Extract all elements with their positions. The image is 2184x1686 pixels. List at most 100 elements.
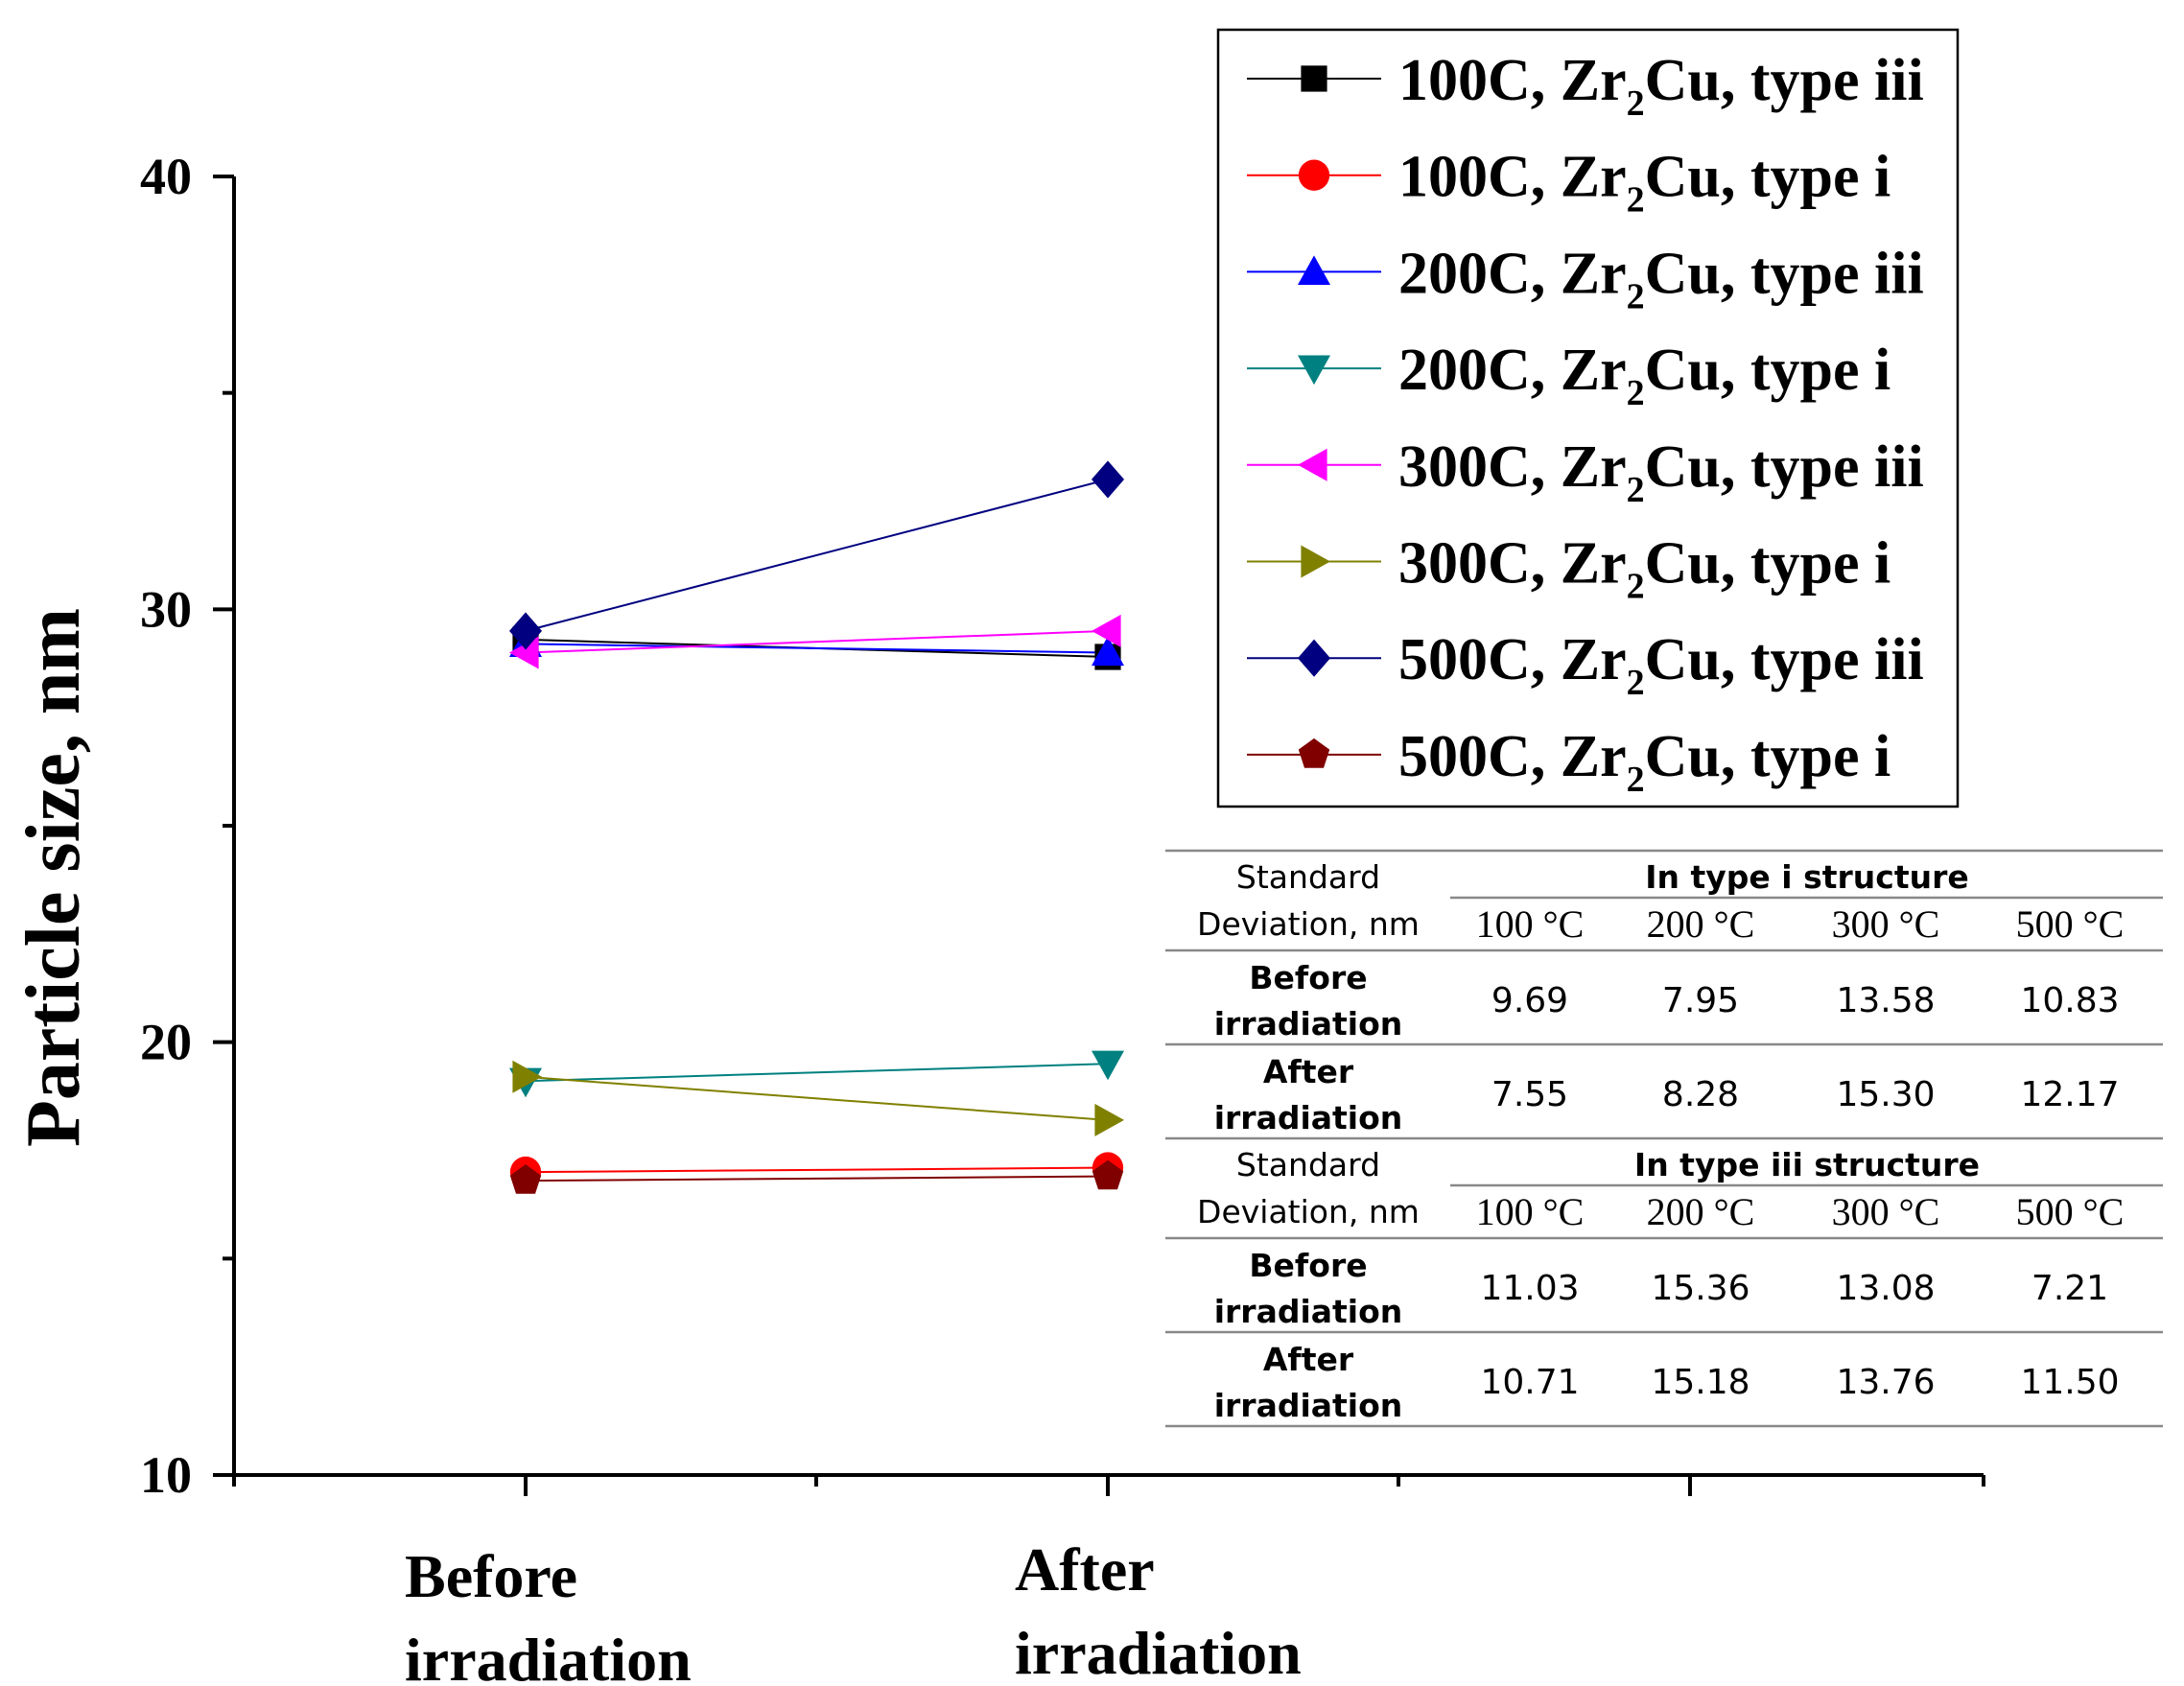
legend-label: 300C, Zr2Cu, type i [1398, 531, 1890, 607]
legend-marker [1298, 448, 1327, 481]
legend-label-part: 100C, Zr [1398, 48, 1627, 113]
table-row-label: irradiation [1214, 1005, 1403, 1042]
legend-label: 500C, Zr2Cu, type i [1398, 724, 1890, 800]
series-line-5 [525, 1075, 1109, 1121]
table-cell: 12.17 [2020, 1075, 2119, 1114]
legend-label-part: Cu, type iii [1645, 48, 1924, 113]
legend-item: 300C, Zr2Cu, type i [1247, 531, 1890, 607]
table-temp-header: 200 °C [1647, 902, 1755, 946]
legend-item: 100C, Zr2Cu, type iii [1247, 48, 1924, 124]
legend-label-subscript: 2 [1627, 567, 1645, 607]
series-line-3 [525, 1063, 1109, 1083]
table-row-label: irradiation [1214, 1293, 1403, 1330]
x-category-label: irradiation [1015, 1619, 1302, 1686]
legend-item: 500C, Zr2Cu, type i [1247, 724, 1890, 800]
legend-label-part: 100C, Zr [1398, 145, 1627, 210]
table-temp-header: 300 °C [1832, 1190, 1940, 1233]
x-category-label: irradiation [405, 1626, 692, 1686]
data-point-s6-p0 [509, 612, 542, 650]
table-row-label: Before [1249, 1247, 1367, 1284]
legend-item: 300C, Zr2Cu, type iii [1247, 434, 1924, 510]
table-cell: 11.50 [2020, 1363, 2119, 1402]
y-tick-label: 20 [140, 1014, 192, 1071]
table-temp-header: 100 °C [1476, 1190, 1585, 1233]
table-cell: 15.30 [1836, 1075, 1935, 1114]
legend-label-subscript: 2 [1627, 470, 1645, 510]
y-tick-label: 30 [140, 580, 192, 638]
legend-label: 200C, Zr2Cu, type i [1398, 338, 1890, 413]
legend-marker [1298, 355, 1330, 386]
table-cell: 13.08 [1836, 1269, 1935, 1308]
legend-label: 500C, Zr2Cu, type iii [1398, 627, 1924, 703]
series-line-1 [525, 1166, 1109, 1174]
table-cell: 8.28 [1662, 1075, 1739, 1114]
table-row-label: After [1263, 1341, 1354, 1378]
table-cell: 7.55 [1491, 1075, 1568, 1114]
legend-label: 100C, Zr2Cu, type iii [1398, 48, 1924, 124]
legend-label-subscript: 2 [1627, 83, 1645, 124]
table-temp-header: 500 °C [2016, 902, 2125, 946]
table-header-label: Standard [1236, 858, 1380, 896]
legend-marker [1298, 639, 1330, 677]
legend-label: 200C, Zr2Cu, type iii [1398, 241, 1924, 316]
table-cell: 15.18 [1651, 1363, 1750, 1402]
series-line-7 [525, 1175, 1109, 1183]
data-point-s4-p0 [509, 636, 539, 669]
table-section: Standard Deviation, nm In type iii structu… [1165, 1146, 2163, 1428]
legend-item: 100C, Zr2Cu, type i [1247, 145, 1890, 221]
std-deviation-table: Standard Deviation, nm In type i structure… [1165, 849, 2163, 1428]
axes: 10 20 30 40 Before irradiation After irradiatio… [12, 148, 1985, 1686]
table-cell: 9.69 [1491, 981, 1568, 1020]
legend-label-part: 500C, Zr [1398, 724, 1627, 789]
table-section-title: In type iii structure [1634, 1146, 1980, 1183]
series-line-4 [525, 629, 1109, 654]
legend-marker [1298, 255, 1330, 285]
legend-box [1216, 28, 1960, 808]
table-row: After irradiation 7.55 8.28 15.30 12.17 [1165, 1053, 2163, 1140]
table-row-label: irradiation [1214, 1099, 1403, 1136]
table-header-label: Standard [1236, 1146, 1380, 1183]
legend-marker [1298, 159, 1330, 191]
table-cell: 10.71 [1480, 1363, 1579, 1402]
table-row: After irradiation 10.71 15.18 13.76 11.50 [1165, 1341, 2163, 1428]
table-header-label: Deviation, nm [1197, 905, 1420, 943]
legend-label-part: Cu, type iii [1645, 241, 1924, 306]
data-point-s4-p1 [1092, 614, 1121, 647]
y-tick-label: 10 [140, 1446, 192, 1504]
series-lines [525, 478, 1109, 1183]
table-row-label: After [1263, 1053, 1354, 1090]
legend-marker [1301, 65, 1327, 92]
legend-item: 500C, Zr2Cu, type iii [1247, 627, 1924, 703]
legend-marker [1301, 545, 1330, 578]
table-row-label: irradiation [1214, 1387, 1403, 1424]
table-section-title: In type i structure [1645, 858, 1969, 896]
data-point-s7-p1 [1092, 1159, 1124, 1190]
table-temp-header: 500 °C [2016, 1190, 2125, 1233]
legend-label-subscript: 2 [1627, 373, 1645, 413]
table-cell: 15.36 [1651, 1269, 1750, 1308]
series-line-6 [525, 478, 1109, 632]
legend-label-subscript: 2 [1627, 760, 1645, 800]
legend-label-part: 200C, Zr [1398, 338, 1627, 403]
table-row-label: Before [1249, 959, 1367, 996]
table-temp-header: 300 °C [1832, 902, 1940, 946]
series-line-2 [525, 643, 1109, 654]
legend-label-subscript: 2 [1627, 663, 1645, 703]
data-point-s5-p0 [512, 1060, 542, 1093]
legend-label-part: 300C, Zr [1398, 531, 1627, 597]
legend-label-part: Cu, type i [1645, 724, 1891, 789]
legend-label-part: 200C, Zr [1398, 241, 1627, 306]
table-row: Before irradiation 9.69 7.95 13.58 10.83 [1165, 959, 2163, 1046]
table-header-label: Deviation, nm [1197, 1193, 1420, 1230]
legend-item: 200C, Zr2Cu, type i [1247, 338, 1890, 413]
y-axis-title: Particle size, nm [12, 608, 96, 1147]
legend-label-part: Cu, type iii [1645, 434, 1924, 500]
legend-label: 100C, Zr2Cu, type i [1398, 145, 1890, 221]
table-cell: 10.83 [2020, 981, 2119, 1020]
table-temp-header: 100 °C [1476, 902, 1585, 946]
table-row: Before irradiation 11.03 15.36 13.08 7.21 [1165, 1247, 2163, 1334]
table-cell: 7.21 [2031, 1269, 2108, 1308]
x-category-label: Before [405, 1542, 577, 1610]
